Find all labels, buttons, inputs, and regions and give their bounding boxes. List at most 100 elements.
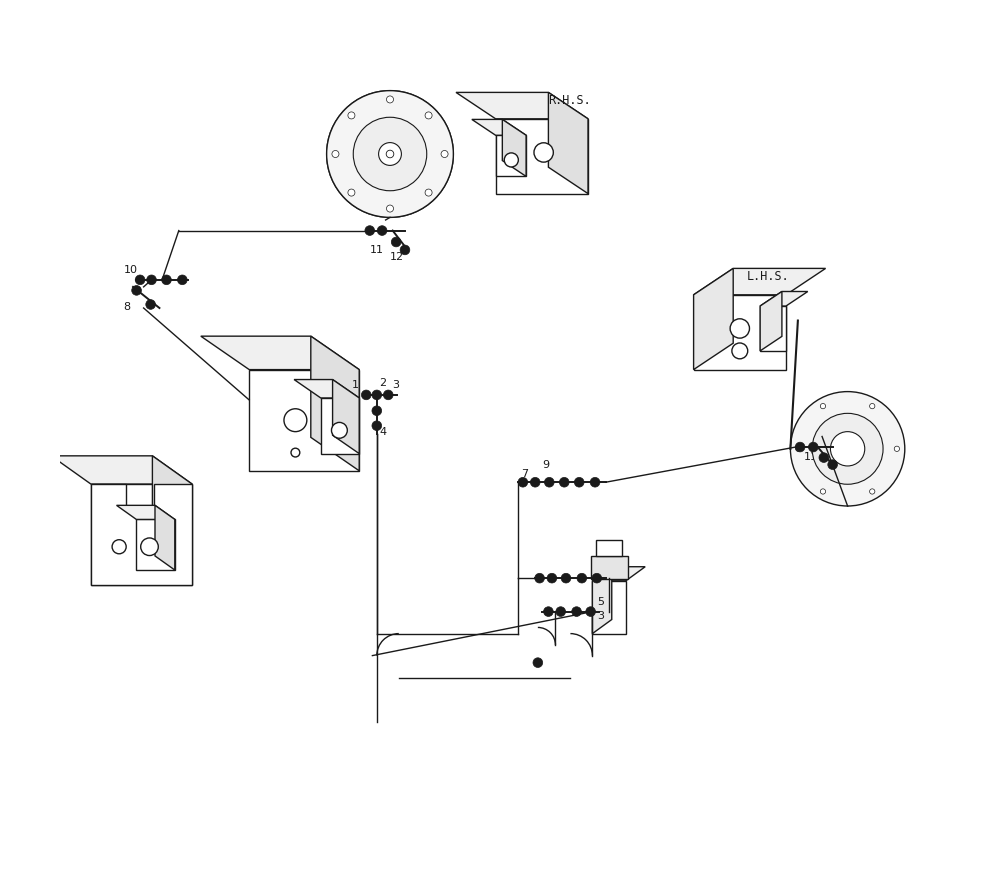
Circle shape xyxy=(386,205,394,212)
Circle shape xyxy=(808,443,818,452)
Circle shape xyxy=(819,452,829,463)
Polygon shape xyxy=(760,291,808,306)
Circle shape xyxy=(353,117,427,191)
Circle shape xyxy=(592,574,602,583)
Polygon shape xyxy=(333,379,359,453)
Circle shape xyxy=(162,275,171,285)
Circle shape xyxy=(820,404,826,409)
Circle shape xyxy=(377,225,387,236)
Text: 11: 11 xyxy=(370,246,384,255)
Circle shape xyxy=(504,153,518,167)
Circle shape xyxy=(870,488,875,494)
Circle shape xyxy=(812,414,883,484)
Circle shape xyxy=(547,574,557,583)
Text: 6: 6 xyxy=(621,572,628,582)
Circle shape xyxy=(386,96,394,103)
Circle shape xyxy=(535,574,544,583)
Circle shape xyxy=(533,658,543,668)
Circle shape xyxy=(348,189,355,196)
Circle shape xyxy=(577,574,587,583)
Circle shape xyxy=(372,390,382,400)
Circle shape xyxy=(561,574,571,583)
Circle shape xyxy=(383,390,393,400)
Circle shape xyxy=(870,404,875,409)
Circle shape xyxy=(135,275,145,285)
Text: 3: 3 xyxy=(393,380,400,390)
Ellipse shape xyxy=(381,91,399,217)
Polygon shape xyxy=(760,306,786,351)
Circle shape xyxy=(518,477,528,488)
Circle shape xyxy=(544,607,553,616)
Text: 5: 5 xyxy=(597,598,604,607)
Text: 10: 10 xyxy=(123,265,137,275)
Circle shape xyxy=(372,421,382,430)
Polygon shape xyxy=(201,336,359,370)
Circle shape xyxy=(425,189,432,196)
Circle shape xyxy=(795,443,805,452)
Circle shape xyxy=(590,477,600,488)
Polygon shape xyxy=(117,505,175,519)
Circle shape xyxy=(572,607,581,616)
Circle shape xyxy=(425,112,432,119)
Circle shape xyxy=(284,408,307,432)
Text: 12: 12 xyxy=(820,458,834,468)
Polygon shape xyxy=(502,120,526,176)
Circle shape xyxy=(730,319,749,338)
Text: 1: 1 xyxy=(352,380,359,390)
Polygon shape xyxy=(472,120,526,136)
Polygon shape xyxy=(249,370,359,471)
Text: 12: 12 xyxy=(390,252,404,261)
Polygon shape xyxy=(152,456,192,585)
Polygon shape xyxy=(321,398,359,453)
Circle shape xyxy=(828,460,837,470)
Circle shape xyxy=(291,448,300,457)
Circle shape xyxy=(530,477,540,488)
Circle shape xyxy=(386,150,394,158)
Polygon shape xyxy=(155,505,175,570)
Circle shape xyxy=(372,406,382,415)
Text: 5: 5 xyxy=(596,562,603,572)
Text: 2: 2 xyxy=(379,378,387,388)
Text: 4: 4 xyxy=(379,427,387,436)
Text: 8: 8 xyxy=(123,302,130,312)
Circle shape xyxy=(331,422,347,438)
Text: 11: 11 xyxy=(804,452,818,462)
Circle shape xyxy=(556,607,566,616)
Circle shape xyxy=(574,477,584,488)
Circle shape xyxy=(790,392,905,506)
Circle shape xyxy=(732,343,748,359)
Circle shape xyxy=(796,446,801,451)
Polygon shape xyxy=(496,119,588,194)
Polygon shape xyxy=(311,336,359,471)
Circle shape xyxy=(132,286,141,296)
Circle shape xyxy=(441,150,448,158)
Circle shape xyxy=(146,299,155,310)
Circle shape xyxy=(379,143,401,165)
Circle shape xyxy=(177,275,187,285)
Polygon shape xyxy=(548,92,588,194)
Circle shape xyxy=(141,538,158,555)
Bar xyxy=(596,540,622,556)
Circle shape xyxy=(112,539,126,554)
Circle shape xyxy=(820,488,826,494)
Polygon shape xyxy=(51,456,192,484)
Circle shape xyxy=(400,246,410,255)
Circle shape xyxy=(348,112,355,119)
Text: 3: 3 xyxy=(597,611,604,620)
Polygon shape xyxy=(91,484,192,585)
Text: R.H.S.: R.H.S. xyxy=(548,94,591,106)
Bar xyxy=(591,556,628,579)
Circle shape xyxy=(327,91,453,217)
Polygon shape xyxy=(694,295,786,370)
Polygon shape xyxy=(694,268,733,370)
Circle shape xyxy=(534,143,553,162)
Text: 7: 7 xyxy=(521,469,528,479)
Polygon shape xyxy=(294,379,359,398)
Circle shape xyxy=(147,275,156,285)
Polygon shape xyxy=(592,567,612,634)
Polygon shape xyxy=(694,268,826,295)
Circle shape xyxy=(365,225,375,236)
Polygon shape xyxy=(592,581,626,634)
Polygon shape xyxy=(456,92,588,119)
Polygon shape xyxy=(760,291,782,351)
